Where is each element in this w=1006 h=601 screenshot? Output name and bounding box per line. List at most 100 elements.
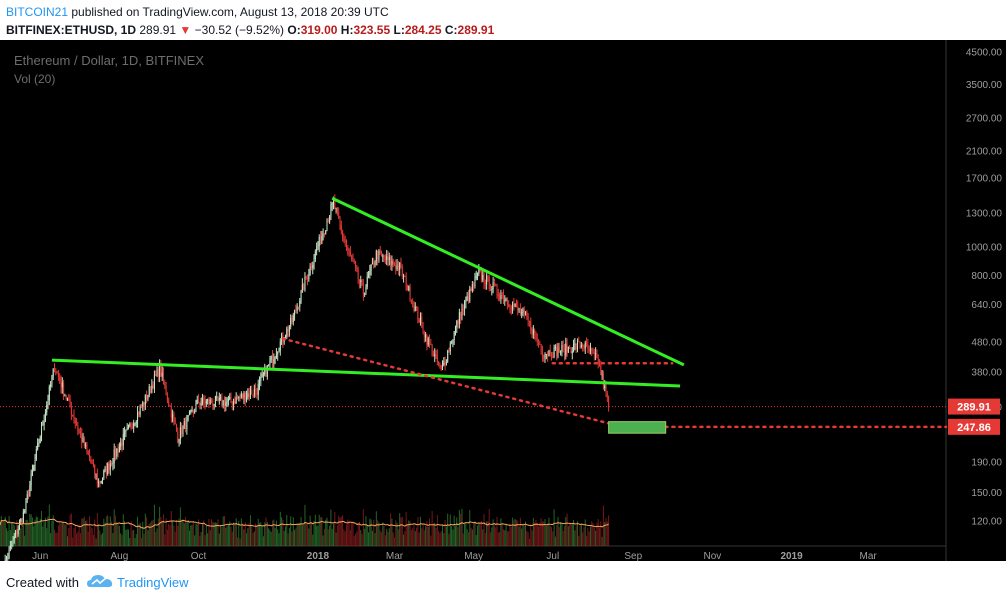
volume-bar	[5, 528, 7, 546]
volume-bar	[295, 528, 297, 546]
candle-body	[377, 250, 379, 260]
volume-bar	[554, 536, 556, 546]
volume-bar	[538, 526, 540, 546]
candle-body	[47, 400, 49, 405]
candle-body	[44, 412, 46, 421]
volume-bar	[127, 529, 129, 546]
candle-body	[499, 296, 501, 300]
volume-bar	[525, 521, 527, 546]
volume-bar	[571, 523, 573, 546]
volume-bar	[43, 522, 45, 546]
candle-body	[508, 303, 510, 308]
volume-bar	[440, 530, 442, 546]
candle-body	[222, 400, 224, 406]
volume-bar	[447, 513, 449, 546]
candle-body	[356, 267, 358, 270]
candle-body	[475, 276, 477, 279]
tradingview-brand-link[interactable]: TradingView	[117, 575, 189, 590]
tradingview-cloud-icon[interactable]	[87, 573, 113, 589]
candle-body	[181, 427, 183, 435]
volume-bar	[569, 522, 571, 546]
volume-bar	[305, 522, 307, 546]
candle-body	[386, 255, 388, 261]
candle-body	[375, 250, 377, 262]
candle-body	[492, 282, 494, 289]
candle-body	[116, 449, 118, 457]
volume-bar	[89, 516, 91, 546]
volume-bar	[563, 526, 565, 546]
volume-bar	[68, 527, 70, 546]
candle-body	[148, 386, 150, 396]
y-tick-label: 2100.00	[966, 146, 1003, 157]
volume-bar	[205, 525, 207, 546]
candle-body	[552, 356, 554, 358]
y-tick-label: 1300.00	[966, 208, 1003, 219]
volume-bar	[246, 533, 248, 546]
volume-bar	[259, 522, 261, 546]
volume-bar	[422, 523, 424, 546]
volume-bar	[292, 517, 294, 546]
volume-bar	[541, 521, 543, 546]
close-label: C:	[444, 23, 458, 37]
candle-body	[182, 425, 184, 435]
volume-bar	[166, 529, 168, 546]
candle-body	[600, 364, 602, 375]
volume-bar	[134, 537, 136, 546]
candle-body	[602, 374, 604, 389]
created-with-text: Created with	[6, 575, 79, 590]
volume-bar	[35, 516, 37, 546]
volume-bar	[417, 517, 419, 546]
author-link[interactable]: BITCOIN21	[6, 5, 69, 19]
price-chart-svg[interactable]: Ethereum / Dollar, 1D, BITFINEX Vol (20) 4…	[0, 40, 1006, 588]
volume-bar	[34, 519, 36, 546]
candle-body	[299, 300, 301, 307]
volume-bar	[395, 520, 397, 546]
volume-bar	[530, 524, 532, 546]
volume-bar	[543, 521, 545, 546]
candle-body	[99, 482, 101, 484]
volume-bar	[130, 521, 132, 546]
candle-body	[120, 442, 122, 447]
volume-bar	[356, 531, 358, 546]
candle-body	[205, 400, 207, 404]
volume-bar	[321, 517, 323, 546]
volume-bar	[599, 528, 601, 546]
candle-body	[500, 295, 502, 300]
candle-body	[204, 401, 206, 404]
volume-bar	[592, 522, 594, 546]
volume-bar	[165, 518, 167, 546]
volume-bar	[374, 533, 376, 546]
volume-bar	[304, 504, 306, 546]
y-tick-label: 1000.00	[966, 242, 1003, 253]
volume-bar	[586, 536, 588, 546]
volume-bar	[487, 521, 489, 546]
chart-area[interactable]: Ethereum / Dollar, 1D, BITFINEX Vol (20) 4…	[0, 40, 1006, 588]
candle-body	[320, 236, 322, 244]
volume-bar	[286, 515, 288, 546]
candle-body	[557, 347, 559, 357]
candle-body	[560, 351, 562, 353]
y-tick-label: 480.00	[971, 337, 1002, 348]
volume-bar	[144, 513, 146, 546]
candle-body	[122, 434, 124, 446]
candle-body	[294, 310, 296, 316]
volume-bar	[456, 517, 458, 546]
volume-bar	[170, 510, 172, 546]
volume-bar	[401, 516, 403, 546]
volume-bar	[220, 525, 222, 546]
volume-bar	[301, 524, 303, 546]
candle-body	[217, 396, 219, 401]
candle-body	[512, 303, 514, 309]
candle-body	[179, 427, 181, 440]
volume-bar	[92, 534, 94, 546]
volume-bar	[381, 532, 383, 546]
volume-bar	[179, 507, 181, 546]
volume-bar	[238, 521, 240, 546]
volume-bar	[83, 516, 85, 546]
candle-body	[160, 363, 162, 377]
candle-body	[452, 339, 454, 344]
candle-body	[11, 544, 13, 546]
volume-bar	[439, 533, 441, 546]
candle-body	[235, 397, 237, 404]
candle-body	[262, 374, 264, 376]
